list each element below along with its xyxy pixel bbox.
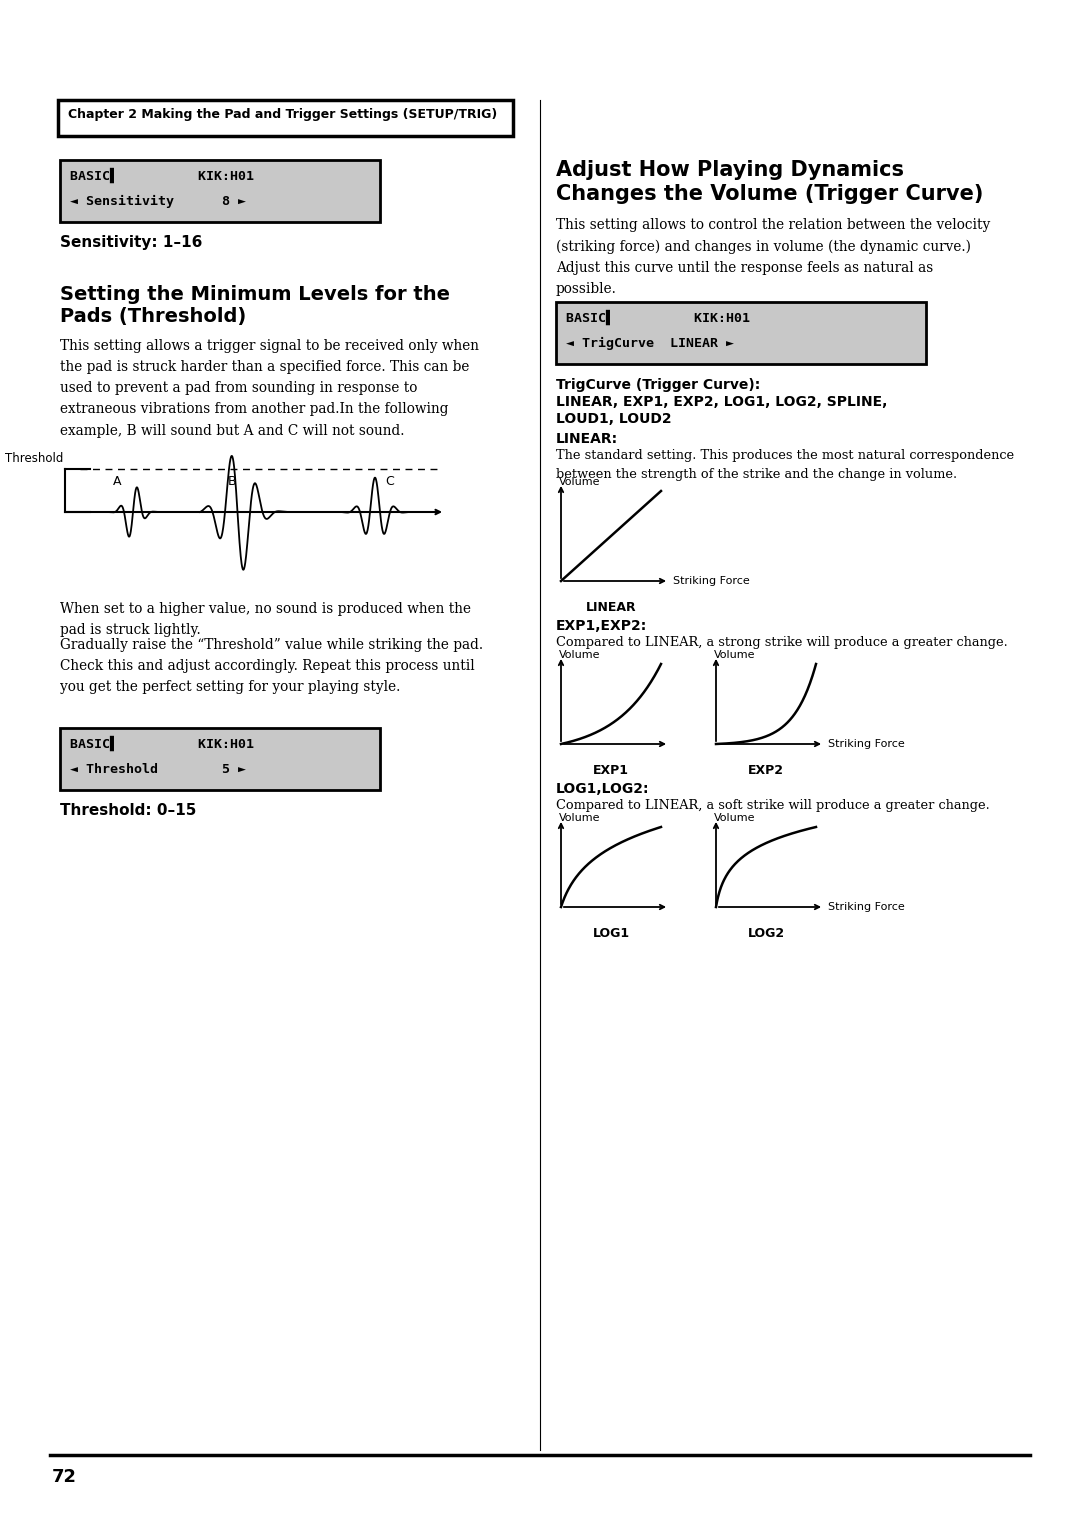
Text: Striking Force: Striking Force <box>828 740 905 749</box>
Text: Volume: Volume <box>559 813 600 824</box>
Text: Setting the Minimum Levels for the: Setting the Minimum Levels for the <box>60 286 450 304</box>
FancyBboxPatch shape <box>60 727 380 790</box>
Text: The standard setting. This produces the most natural correspondence
between the : The standard setting. This produces the … <box>556 449 1014 481</box>
Text: Compared to LINEAR, a soft strike will produce a greater change.: Compared to LINEAR, a soft strike will p… <box>556 799 989 811</box>
Text: Changes the Volume (Trigger Curve): Changes the Volume (Trigger Curve) <box>556 183 984 205</box>
Text: Pads (Threshold): Pads (Threshold) <box>60 307 246 325</box>
Text: Threshold: 0–15: Threshold: 0–15 <box>60 804 197 817</box>
Text: LINEAR: LINEAR <box>585 601 636 614</box>
Text: Volume: Volume <box>559 649 600 660</box>
Text: EXP2: EXP2 <box>748 764 784 778</box>
Text: A: A <box>113 475 121 487</box>
Text: Threshold: Threshold <box>4 452 63 465</box>
Text: This setting allows to control the relation between the velocity
(striking force: This setting allows to control the relat… <box>556 219 990 296</box>
Text: Gradually raise the “Threshold” value while striking the pad.
Check this and adj: Gradually raise the “Threshold” value wh… <box>60 639 483 694</box>
Text: EXP1,EXP2:: EXP1,EXP2: <box>556 619 647 633</box>
Text: BASIC▌          KIK:H01: BASIC▌ KIK:H01 <box>70 168 254 183</box>
Text: Chapter 2 Making the Pad and Trigger Settings (SETUP/TRIG): Chapter 2 Making the Pad and Trigger Set… <box>68 108 497 121</box>
Text: TrigCurve (Trigger Curve):: TrigCurve (Trigger Curve): <box>556 377 760 393</box>
Text: BASIC▌          KIK:H01: BASIC▌ KIK:H01 <box>566 310 750 325</box>
Text: Compared to LINEAR, a strong strike will produce a greater change.: Compared to LINEAR, a strong strike will… <box>556 636 1008 649</box>
Text: LINEAR:: LINEAR: <box>556 432 618 446</box>
Text: LINEAR, EXP1, EXP2, LOG1, LOG2, SPLINE,: LINEAR, EXP1, EXP2, LOG1, LOG2, SPLINE, <box>556 396 888 410</box>
Text: LOUD1, LOUD2: LOUD1, LOUD2 <box>556 413 672 426</box>
FancyBboxPatch shape <box>58 99 513 136</box>
Text: Volume: Volume <box>714 813 756 824</box>
FancyBboxPatch shape <box>60 160 380 222</box>
Text: LOG1,LOG2:: LOG1,LOG2: <box>556 782 649 796</box>
Text: ◄ TrigCurve  LINEAR ►: ◄ TrigCurve LINEAR ► <box>566 338 734 350</box>
Text: 72: 72 <box>52 1468 77 1487</box>
Text: B: B <box>228 475 237 487</box>
Text: EXP1: EXP1 <box>593 764 629 778</box>
Text: ◄ Threshold        5 ►: ◄ Threshold 5 ► <box>70 762 246 776</box>
Text: This setting allows a trigger signal to be received only when
the pad is struck : This setting allows a trigger signal to … <box>60 339 480 437</box>
Text: LOG2: LOG2 <box>747 927 784 940</box>
Text: Adjust How Playing Dynamics: Adjust How Playing Dynamics <box>556 160 904 180</box>
Text: BASIC▌          KIK:H01: BASIC▌ KIK:H01 <box>70 736 254 752</box>
Text: Sensitivity: 1–16: Sensitivity: 1–16 <box>60 235 202 251</box>
Text: Striking Force: Striking Force <box>673 576 750 587</box>
Text: ◄ Sensitivity      8 ►: ◄ Sensitivity 8 ► <box>70 196 246 208</box>
Text: Volume: Volume <box>714 649 756 660</box>
Text: LOG1: LOG1 <box>593 927 630 940</box>
Text: Volume: Volume <box>559 477 600 487</box>
Text: C: C <box>384 475 394 487</box>
Text: Striking Force: Striking Force <box>828 902 905 912</box>
Text: When set to a higher value, no sound is produced when the
pad is struck lightly.: When set to a higher value, no sound is … <box>60 602 471 637</box>
FancyBboxPatch shape <box>556 303 926 364</box>
